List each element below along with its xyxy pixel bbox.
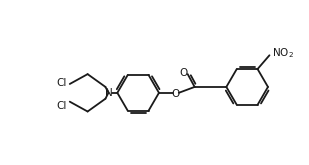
Text: O: O xyxy=(180,68,188,78)
Text: Cl: Cl xyxy=(57,78,67,88)
Text: NO$_2$: NO$_2$ xyxy=(273,46,294,60)
Text: Cl: Cl xyxy=(57,101,67,111)
Text: O: O xyxy=(172,89,180,99)
Text: N: N xyxy=(104,88,112,98)
